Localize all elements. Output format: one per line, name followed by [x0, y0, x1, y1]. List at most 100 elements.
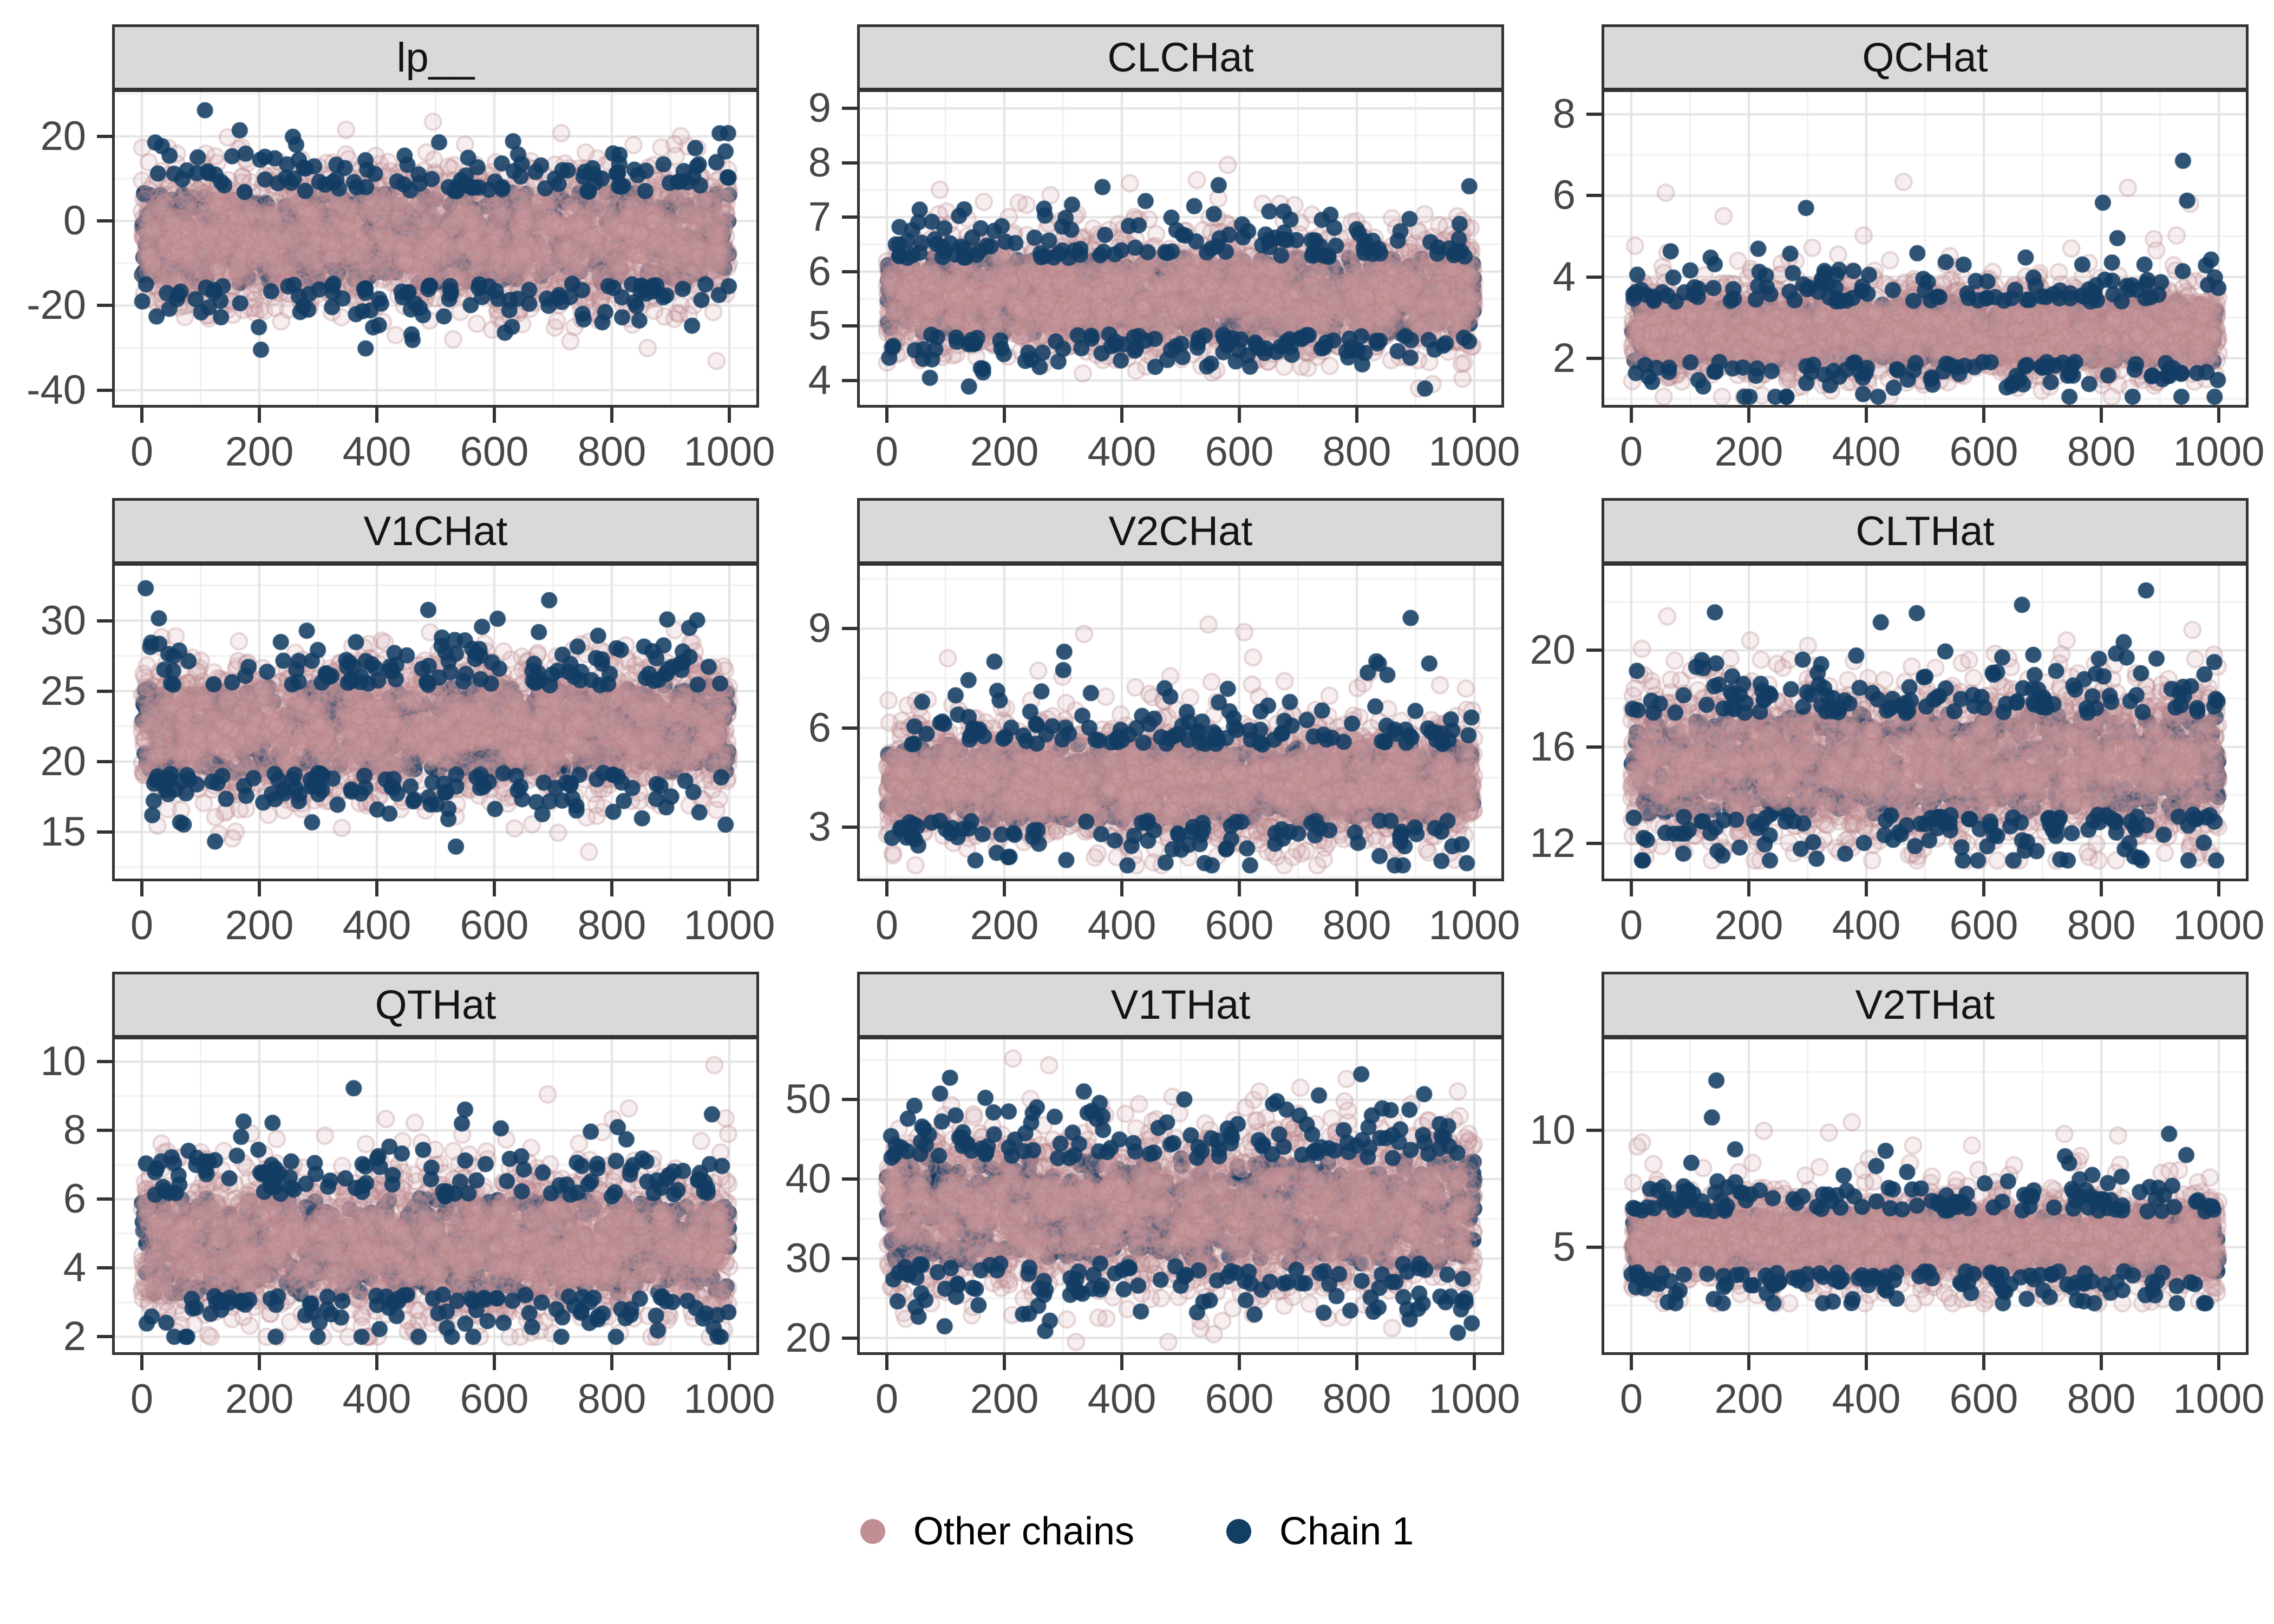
y-axis-tick — [842, 270, 857, 273]
chain-1-dot-icon — [1226, 1519, 1252, 1544]
x-axis-tick-label: 0 — [1619, 429, 1643, 475]
scatter-canvas — [115, 1039, 756, 1352]
y-axis-tick-label: 25 — [40, 667, 86, 714]
facet-strip: lp__ — [112, 24, 759, 92]
x-axis-tick — [1003, 408, 1006, 423]
x-axis-tick — [493, 408, 496, 423]
x-axis-tick — [1355, 408, 1358, 423]
y-axis-tick-label: 5 — [808, 303, 831, 349]
y-axis-tick-label: 30 — [785, 1235, 831, 1281]
scatter-canvas — [860, 92, 1501, 405]
x-axis-tick — [885, 1355, 888, 1370]
x-axis-tick — [258, 1355, 261, 1370]
x-axis-tick-label: 400 — [1832, 429, 1901, 475]
x-axis-tick — [1747, 1355, 1750, 1370]
facet-strip-title: CLCHat — [1107, 34, 1254, 81]
x-axis-tick-label: 200 — [225, 902, 294, 948]
y-axis-tick — [842, 1256, 857, 1260]
x-axis-tick-label: 800 — [577, 902, 646, 948]
x-axis-tick — [1630, 1355, 1633, 1370]
y-axis-tick — [97, 689, 112, 693]
y-axis-tick-label: 6 — [808, 248, 831, 294]
x-axis-tick-label: 200 — [225, 1376, 294, 1422]
x-axis-tick — [1238, 1355, 1241, 1370]
y-axis-tick-label: 20 — [1530, 627, 1576, 673]
x-axis-tick — [1630, 881, 1633, 896]
y-axis-tick-label: -40 — [27, 366, 86, 413]
x-axis-tick-label: 400 — [342, 429, 411, 475]
x-axis-tick — [140, 408, 143, 423]
x-axis-tick — [728, 408, 731, 423]
y-axis-tick — [1586, 842, 1602, 846]
y-axis-tick-label: 6 — [808, 704, 831, 751]
x-axis-tick-label: 0 — [875, 429, 899, 475]
legend-item-other-chains: Other chains — [860, 1509, 1134, 1554]
y-axis-tick-label: 30 — [40, 597, 86, 644]
x-axis-tick-label: 0 — [875, 902, 899, 948]
x-axis-tick-label: 600 — [460, 902, 529, 948]
x-axis-tick-label: 600 — [1205, 902, 1274, 948]
x-axis-tick — [885, 408, 888, 423]
x-axis-tick — [1473, 1355, 1476, 1370]
x-axis-tick — [493, 1355, 496, 1370]
y-axis-tick — [97, 1197, 112, 1201]
facet-strip: V1CHat — [112, 498, 759, 566]
y-axis-tick-label: 7 — [808, 194, 831, 240]
y-axis-tick-label: 15 — [40, 809, 86, 855]
x-axis-tick — [1003, 1355, 1006, 1370]
y-axis-tick — [1586, 275, 1602, 279]
y-axis-tick-label: 0 — [63, 198, 86, 244]
x-axis-tick-label: 200 — [970, 1376, 1039, 1422]
x-axis-tick-label: 800 — [1322, 902, 1391, 948]
x-axis-tick-label: 400 — [1087, 1376, 1156, 1422]
x-axis-tick — [2217, 1355, 2220, 1370]
plot-panel — [1602, 1039, 2249, 1355]
facet-strip-title: CLTHat — [1855, 508, 1995, 554]
x-axis-tick-label: 800 — [1322, 429, 1391, 475]
y-axis-tick — [97, 1335, 112, 1339]
y-axis-tick — [1586, 745, 1602, 749]
x-axis-tick-label: 400 — [1832, 902, 1901, 948]
plot-panel — [112, 566, 759, 881]
y-axis-tick-label: 10 — [1530, 1107, 1576, 1154]
y-axis-tick-label: 40 — [785, 1156, 831, 1202]
plot-panel — [1602, 92, 2249, 408]
plot-panel — [857, 1039, 1504, 1355]
y-axis-tick — [842, 1098, 857, 1102]
x-axis-tick-label: 1000 — [1428, 429, 1520, 475]
y-axis-tick — [1586, 649, 1602, 652]
x-axis-tick — [1982, 1355, 1985, 1370]
x-axis-tick — [1865, 408, 1868, 423]
x-axis-tick — [1747, 881, 1750, 896]
x-axis-tick — [375, 1355, 378, 1370]
x-axis-tick — [1982, 408, 1985, 423]
x-axis-tick-label: 1000 — [1428, 902, 1520, 948]
y-axis-tick — [842, 161, 857, 165]
x-axis-tick — [1473, 881, 1476, 896]
y-axis-tick — [1586, 194, 1602, 198]
y-axis-tick — [97, 830, 112, 834]
x-axis-tick — [610, 408, 613, 423]
y-axis-tick-label: 12 — [1530, 820, 1576, 867]
scatter-canvas — [1604, 566, 2246, 879]
x-axis-tick-label: 0 — [130, 1376, 154, 1422]
y-axis-tick — [1586, 1129, 1602, 1132]
y-axis-tick-label: 8 — [63, 1107, 86, 1154]
y-axis-tick-label: 8 — [1552, 91, 1576, 137]
x-axis-tick — [1865, 1355, 1868, 1370]
scatter-canvas — [115, 566, 756, 879]
x-axis-tick-label: 400 — [1832, 1376, 1901, 1422]
y-axis-tick-label: 3 — [808, 804, 831, 850]
x-axis-tick-label: 1000 — [2173, 429, 2265, 475]
plot-panel — [857, 566, 1504, 881]
x-axis-tick-label: 600 — [1949, 1376, 2018, 1422]
facet-strip: QCHat — [1602, 24, 2249, 92]
facet-strip: V1THat — [857, 972, 1504, 1039]
y-axis-tick — [1586, 113, 1602, 116]
y-axis-tick-label: 4 — [1552, 253, 1576, 300]
y-axis-tick — [842, 378, 857, 382]
x-axis-tick — [610, 1355, 613, 1370]
y-axis-tick — [97, 619, 112, 623]
x-axis-tick-label: 800 — [1322, 1376, 1391, 1422]
scatter-canvas — [1604, 92, 2246, 405]
